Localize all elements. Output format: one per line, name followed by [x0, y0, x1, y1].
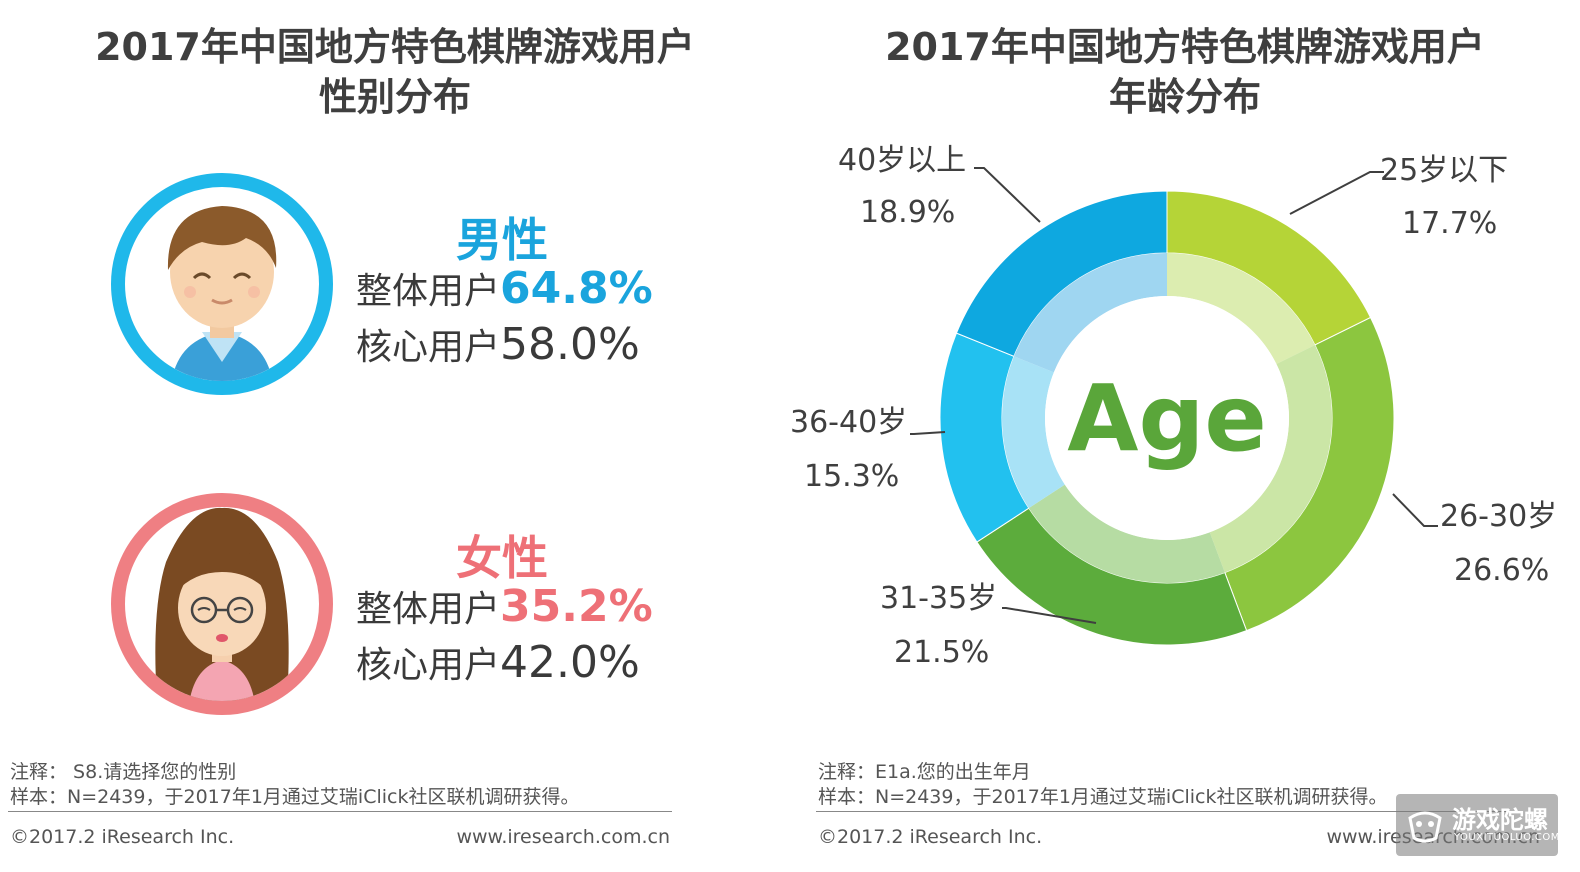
male-avatar-icon — [111, 173, 333, 395]
age-value-label-0: 17.7% — [1402, 206, 1497, 241]
gender-copyright: ©2017.2 iResearch Inc. — [10, 826, 235, 848]
leader-line-2 — [1002, 607, 1097, 624]
age-category-label-0: 25岁以下 — [1380, 153, 1508, 188]
female-core-value: 42.0% — [500, 637, 640, 688]
male-core-value: 58.0% — [500, 319, 640, 370]
age-panel: 2017年中国地方特色棋牌游戏用户 年龄分布 Age 25岁以下 17.7% 26-… — [790, 0, 1580, 872]
age-center-text: Age — [1067, 365, 1266, 472]
leader-line-4 — [974, 167, 1041, 223]
gender-title-line2: 性别分布 — [318, 75, 471, 119]
donut-slice-inner-2 — [1028, 484, 1225, 583]
leader-line-1 — [1392, 493, 1438, 527]
male-overall-value: 64.8% — [500, 263, 653, 314]
leader-line-3 — [910, 431, 946, 435]
female-core-stat: 核心用户42.0% — [356, 636, 640, 688]
male-core-key: 核心用户 — [356, 327, 501, 368]
age-title-line1: 2017年中国地方特色棋牌游戏用户 — [885, 25, 1485, 69]
gender-panel: 2017年中国地方特色棋牌游戏用户 性别分布 男性 整体用户64.8% 核心用户… — [0, 22, 790, 848]
gamepad-logo-icon — [1408, 811, 1442, 843]
female-overall-value: 35.2% — [500, 581, 653, 632]
age-category-label-2: 31-35岁 — [880, 581, 997, 616]
male-label: 男性 — [456, 213, 548, 267]
age-value-label-4: 18.9% — [860, 195, 955, 230]
age-chart-title: 2017年中国地方特色棋牌游戏用户 年龄分布 — [790, 22, 1580, 122]
age-note-sample: 样本：N=2439，于2017年1月通过艾瑞iClick社区联机调研获得。 — [818, 786, 1388, 808]
female-avatar-icon — [111, 493, 333, 715]
gender-title-line1: 2017年中国地方特色棋牌游戏用户 — [95, 25, 695, 69]
donut-slice-inner-1 — [1209, 344, 1332, 573]
watermark-main-text: 游戏陀螺 — [1452, 806, 1548, 834]
donut-slice-inner-4 — [1013, 253, 1167, 373]
age-category-label-4: 40岁以上 — [838, 143, 966, 178]
age-donut-chart: Age 25岁以下 17.7% 26-30岁 26.6% 31-35岁 21.5% 36-4… — [790, 143, 1557, 670]
male-overall-key: 整体用户 — [356, 271, 501, 312]
donut-slice-inner-3 — [1002, 356, 1065, 509]
leader-line-0 — [1289, 171, 1384, 215]
female-core-key: 核心用户 — [356, 645, 501, 686]
age-note-question: 注释：E1a.您的出生年月 — [818, 761, 1031, 783]
age-category-label-1: 26-30岁 — [1440, 499, 1557, 534]
donut-center-hole — [1045, 296, 1289, 540]
female-overall-key: 整体用户 — [356, 589, 501, 630]
male-core-stat: 核心用户58.0% — [356, 318, 640, 370]
gender-note-question: 注释： S8.请选择您的性别 — [10, 761, 237, 783]
donut-slice-inner-0 — [1167, 253, 1315, 364]
age-title-line2: 年龄分布 — [1108, 75, 1261, 119]
age-value-label-1: 26.6% — [1454, 553, 1549, 588]
age-divider — [816, 811, 1506, 812]
age-value-label-2: 21.5% — [894, 635, 989, 670]
age-value-label-3: 15.3% — [804, 459, 899, 494]
gender-chart-title: 2017年中国地方特色棋牌游戏用户 性别分布 — [0, 22, 790, 122]
age-copyright: ©2017.2 iResearch Inc. — [818, 826, 1043, 848]
female-overall-stat: 整体用户35.2% — [356, 580, 653, 632]
gender-website: www.iresearch.com.cn — [456, 826, 670, 848]
female-label: 女性 — [456, 531, 548, 585]
male-overall-stat: 整体用户64.8% — [356, 262, 653, 314]
youxituoluo-watermark: 游戏陀螺 YOUXITUOLUO.COM — [1396, 794, 1560, 856]
gender-note-sample: 样本：N=2439，于2017年1月通过艾瑞iClick社区联机调研获得。 — [10, 786, 580, 808]
gender-divider — [8, 811, 672, 812]
age-category-label-3: 36-40岁 — [790, 405, 907, 440]
watermark-sub-text: YOUXITUOLUO.COM — [1454, 832, 1560, 843]
